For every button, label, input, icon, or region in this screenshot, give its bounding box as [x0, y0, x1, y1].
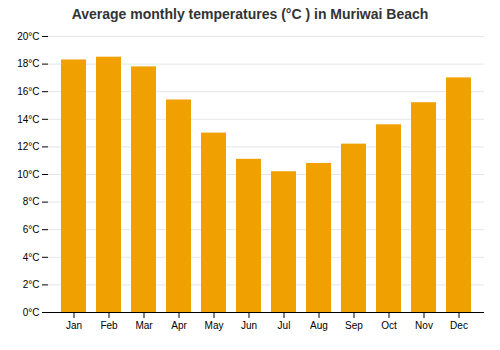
svg-text:Jul: Jul	[278, 320, 291, 331]
svg-text:18°C: 18°C	[17, 58, 39, 69]
svg-text:Jun: Jun	[241, 320, 257, 331]
svg-text:Feb: Feb	[100, 320, 118, 331]
svg-text:May: May	[205, 320, 224, 331]
svg-text:Oct: Oct	[381, 320, 397, 331]
svg-text:Aug: Aug	[310, 320, 328, 331]
svg-text:8°C: 8°C	[23, 196, 40, 207]
svg-text:6°C: 6°C	[23, 224, 40, 235]
svg-text:16°C: 16°C	[17, 86, 39, 97]
svg-text:Sep: Sep	[345, 320, 363, 331]
svg-text:10°C: 10°C	[17, 169, 39, 180]
svg-text:0°C: 0°C	[23, 307, 40, 318]
svg-text:4°C: 4°C	[23, 252, 40, 263]
svg-text:14°C: 14°C	[17, 114, 39, 125]
svg-text:Nov: Nov	[415, 320, 433, 331]
svg-text:Jan: Jan	[66, 320, 82, 331]
svg-text:12°C: 12°C	[17, 141, 39, 152]
svg-text:Apr: Apr	[171, 320, 187, 331]
html-text:Average monthly temperatures (: Average monthly temperatures (°C ) in Mu…	[71, 6, 429, 22]
svg-text:Dec: Dec	[450, 320, 468, 331]
svg-text:2°C: 2°C	[23, 279, 40, 290]
svg-text:20°C: 20°C	[17, 31, 39, 42]
svg-text:Mar: Mar	[135, 320, 153, 331]
